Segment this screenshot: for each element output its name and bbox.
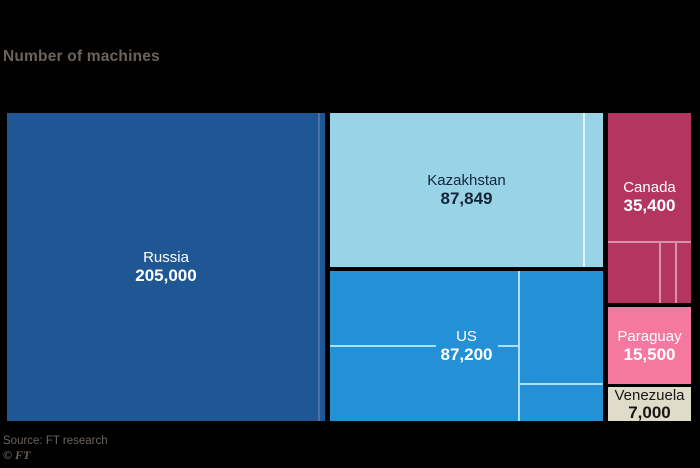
country-value: 7,000 [628,402,671,422]
cell-label-venezuela: Venezuela 7,000 [614,386,685,422]
canada-subdivision-line-vertical-1 [659,241,661,303]
treemap-cell-paraguay: Paraguay 15,500 [608,307,691,384]
country-name: Kazakhstan [427,172,506,189]
canada-subdivision-line-vertical-2 [675,241,677,303]
treemap-cell-russia: Russia 205,000 [7,113,325,421]
country-value: 87,200 [435,345,498,364]
country-value: 205,000 [135,266,197,285]
cell-label-us: US 87,200 [435,328,498,364]
treemap-cell-venezuela: Venezuela 7,000 [608,387,691,421]
canada-subdivision-line-horizontal [608,241,691,243]
cell-label-paraguay: Paraguay 15,500 [617,328,681,364]
country-name: US [456,328,477,345]
treemap-cell-kazakhstan: Kazakhstan 87,849 [330,113,603,267]
treemap-cell-us: US 87,200 [330,271,603,421]
cell-label-canada: Canada 35,400 [623,179,676,215]
chart-title: Number of machines [3,48,160,65]
country-value: 87,849 [440,189,493,208]
cell-label-kazakhstan: Kazakhstan 87,849 [427,172,505,208]
cell-label-russia: Russia 205,000 [135,249,196,285]
treemap-cell-canada: Canada 35,400 [608,113,691,303]
us-subdivision-line-vertical [518,271,520,421]
country-name: Venezuela [614,386,685,404]
us-subdivision-line-horizontal-left [330,345,518,347]
source-note: Source: FT research [3,435,108,447]
country-value: 35,400 [623,196,676,215]
russia-subdivision-line [318,113,320,421]
country-name: Canada [623,179,676,196]
country-value: 15,500 [623,344,676,364]
copyright-note: © FT [3,448,31,462]
country-name: Russia [143,249,189,266]
country-name: Paraguay [617,327,682,345]
us-subdivision-line-horizontal-right [518,383,603,385]
kazakhstan-subdivision-line [583,113,585,267]
